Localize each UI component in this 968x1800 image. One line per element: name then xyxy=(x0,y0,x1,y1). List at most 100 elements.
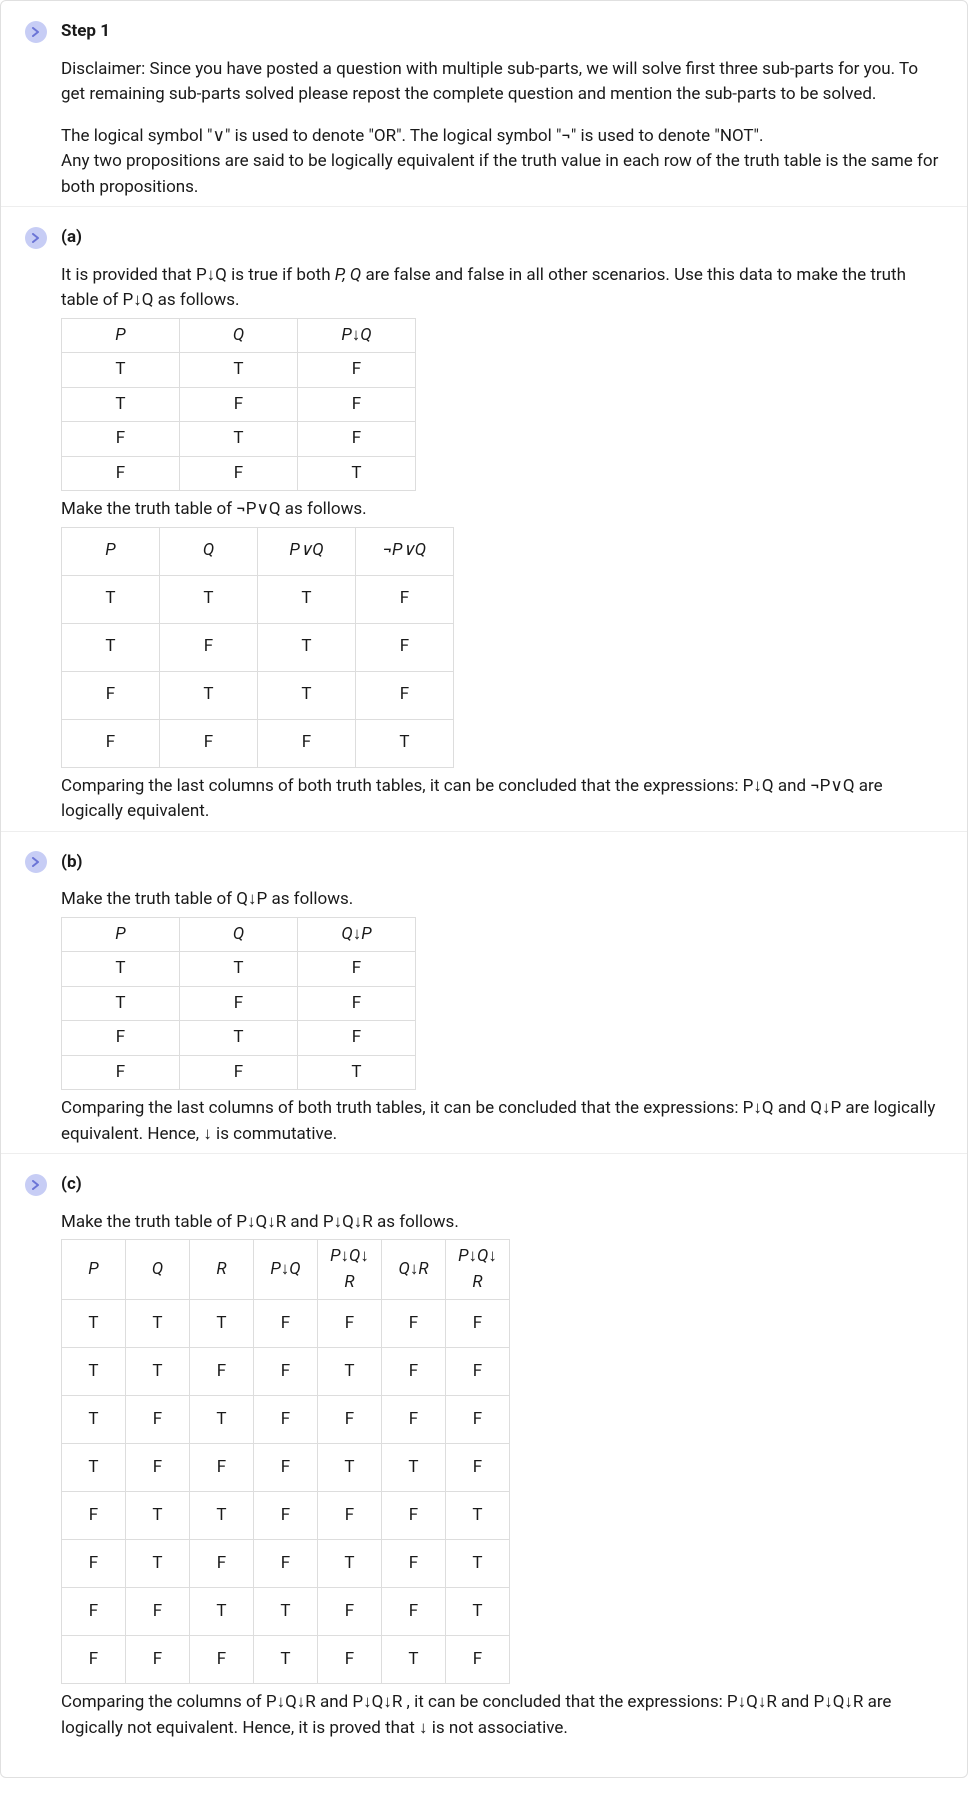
table-cell: F xyxy=(446,1636,510,1684)
table-cell: F xyxy=(190,1348,254,1396)
step-1-title: Step 1 xyxy=(61,19,110,45)
table-cell: F xyxy=(62,456,180,491)
table-header: P↓Q xyxy=(254,1240,318,1300)
part-a-section: (a) It is provided that P↓Q is true if b… xyxy=(1,206,967,831)
table-cell: F xyxy=(190,1636,254,1684)
table-cell: F xyxy=(318,1396,382,1444)
step-1-header: Step 1 xyxy=(25,19,943,45)
step-1-section: Step 1 Disclaimer: Since you have posted… xyxy=(1,1,967,206)
explain-text: The logical symbol "∨" is used to denote… xyxy=(61,124,943,201)
table-cell: F xyxy=(318,1492,382,1540)
part-a-title: (a) xyxy=(61,225,82,251)
part-b-body: Make the truth table of Q↓P as follows. … xyxy=(25,887,943,1147)
table-cell: F xyxy=(356,671,454,719)
table-cell: T xyxy=(190,1492,254,1540)
part-b-intro: Make the truth table of Q↓P as follows. xyxy=(61,887,943,913)
table-cell: F xyxy=(318,1588,382,1636)
table-cell: F xyxy=(62,1055,180,1090)
table-cell: F xyxy=(382,1492,446,1540)
table-cell: F xyxy=(382,1348,446,1396)
table-cell: F xyxy=(318,1636,382,1684)
table-row: FFFT xyxy=(62,719,454,767)
table-cell: T xyxy=(190,1300,254,1348)
step-1-body: Disclaimer: Since you have posted a ques… xyxy=(25,57,943,201)
table-cell: F xyxy=(190,1540,254,1588)
table-header: Q xyxy=(180,917,298,952)
part-c-header: (c) xyxy=(25,1172,943,1198)
table-cell: T xyxy=(258,623,356,671)
table-cell: T xyxy=(62,986,180,1021)
table-cell: T xyxy=(62,353,180,388)
table-cell: T xyxy=(382,1444,446,1492)
table-row: FTF xyxy=(62,1021,416,1056)
table-cell: F xyxy=(258,719,356,767)
table-cell: F xyxy=(446,1444,510,1492)
table-cell: F xyxy=(382,1396,446,1444)
table-cell: T xyxy=(446,1492,510,1540)
table-cell: F xyxy=(126,1396,190,1444)
part-a-intro: It is provided that P↓Q is true if both … xyxy=(61,263,943,314)
table-cell: F xyxy=(298,1021,416,1056)
table-cell: F xyxy=(318,1300,382,1348)
table-cell: F xyxy=(446,1300,510,1348)
table-cell: T xyxy=(382,1636,446,1684)
table-cell: F xyxy=(446,1348,510,1396)
table-cell: T xyxy=(446,1588,510,1636)
table-cell: F xyxy=(254,1300,318,1348)
table-cell: F xyxy=(382,1540,446,1588)
table-row: FFT xyxy=(62,1055,416,1090)
explain-line-1: The logical symbol "∨" is used to denote… xyxy=(61,126,764,146)
arrow-right-icon xyxy=(25,851,47,873)
table-row: TTF xyxy=(62,952,416,987)
table-row: TFF xyxy=(62,387,416,422)
arrow-right-icon xyxy=(25,227,47,249)
part-a-conclusion: Comparing the last columns of both truth… xyxy=(61,774,943,825)
table-header: R xyxy=(190,1240,254,1300)
table-row: FTTFFFT xyxy=(62,1492,510,1540)
table-cell: F xyxy=(356,623,454,671)
table-cell: T xyxy=(62,623,160,671)
table-cell: F xyxy=(62,671,160,719)
part-a-table-2: PQP∨Q¬P∨QTTTFTFTFFTTFFFFT xyxy=(61,527,454,768)
table-row: TFFFTTF xyxy=(62,1444,510,1492)
table-cell: F xyxy=(298,986,416,1021)
table-cell: T xyxy=(180,952,298,987)
part-a-body: It is provided that P↓Q is true if both … xyxy=(25,263,943,825)
table-cell: F xyxy=(298,422,416,457)
part-c-section: (c) Make the truth table of P↓Q↓R and P↓… xyxy=(1,1153,967,1747)
table-cell: T xyxy=(160,575,258,623)
table-cell: T xyxy=(180,353,298,388)
part-c-conclusion: Comparing the columns of P↓Q↓R and P↓Q↓R… xyxy=(61,1690,943,1741)
arrow-right-icon xyxy=(25,21,47,43)
table-row: FFTTFFT xyxy=(62,1588,510,1636)
part-c-intro: Make the truth table of P↓Q↓R and P↓Q↓R … xyxy=(61,1210,943,1236)
table-row: FTTF xyxy=(62,671,454,719)
table-header: Q↓R xyxy=(382,1240,446,1300)
table-cell: T xyxy=(318,1540,382,1588)
table-cell: T xyxy=(254,1636,318,1684)
table-cell: T xyxy=(180,422,298,457)
explain-line-2: Any two propositions are said to be logi… xyxy=(61,151,938,197)
table-header: P xyxy=(62,917,180,952)
table-cell: F xyxy=(62,1588,126,1636)
table-header: P↓Q xyxy=(298,318,416,353)
table-cell: F xyxy=(446,1396,510,1444)
table-row: TFTFFFF xyxy=(62,1396,510,1444)
table-row: TFF xyxy=(62,986,416,1021)
table-header: ¬P∨Q xyxy=(356,527,454,575)
table-row: TFTF xyxy=(62,623,454,671)
table-cell: F xyxy=(254,1348,318,1396)
table-cell: F xyxy=(254,1444,318,1492)
table-cell: T xyxy=(62,387,180,422)
table-header: P↓Q↓R xyxy=(318,1240,382,1300)
table-cell: T xyxy=(126,1540,190,1588)
table-cell: F xyxy=(126,1444,190,1492)
solution-container: Step 1 Disclaimer: Since you have posted… xyxy=(0,0,968,1778)
table-cell: F xyxy=(254,1540,318,1588)
table-cell: T xyxy=(254,1588,318,1636)
table-cell: F xyxy=(180,986,298,1021)
table-cell: T xyxy=(318,1348,382,1396)
table-cell: T xyxy=(318,1444,382,1492)
table-header: Q xyxy=(180,318,298,353)
part-c-body: Make the truth table of P↓Q↓R and P↓Q↓R … xyxy=(25,1210,943,1742)
